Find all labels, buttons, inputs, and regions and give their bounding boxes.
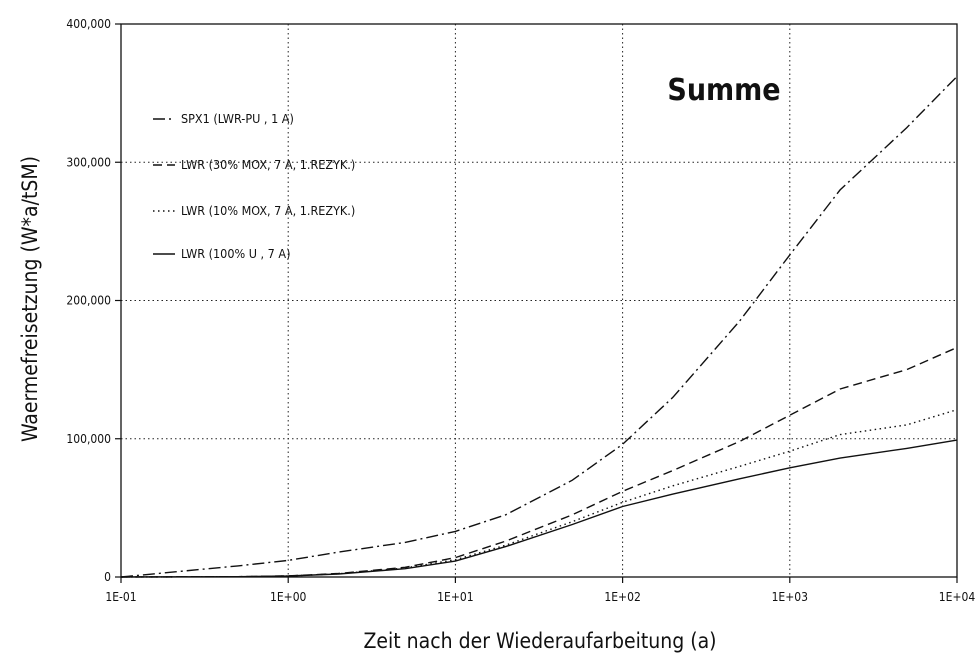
series-line-2: [120, 346, 958, 578]
x-axis-title: Zeit nach der Wiederaufarbeitung (a): [363, 629, 716, 653]
legend-label: SPX1 (LWR-PU , 1 A): [181, 111, 294, 126]
ticks: 1E-01 1E+00 1E+01 1E+02 1E+03 1E+04 0 100,000 20…: [66, 17, 975, 604]
series-layer: [120, 76, 958, 578]
x-tick-label: 1E-01: [105, 590, 136, 604]
legend-label: LWR (30% MOX, 7 A, 1.REZYK.): [181, 157, 355, 172]
y-tick-label: 200,000: [66, 294, 111, 308]
y-tick-label: 0: [104, 570, 111, 584]
x-tick-label: 1E+03: [772, 590, 808, 604]
y-tick-label: 300,000: [66, 155, 111, 169]
x-tick-label: 1E+00: [270, 590, 307, 604]
y-axis-title: Waermefreisetzung (W*a/tSM): [18, 156, 42, 442]
series-line-3: [120, 409, 958, 578]
plot-frame: [120, 23, 958, 578]
series-line-4: [120, 439, 958, 578]
x-tick-label: 1E+04: [939, 590, 976, 604]
x-tick-label: 1E+02: [604, 590, 640, 604]
summe-annotation: Summe: [667, 73, 780, 108]
legend-label: LWR (100% U , 7 A): [181, 246, 290, 261]
legend: SPX1 (LWR-PU , 1 A) LWR (30% MOX, 7 A, 1.…: [153, 111, 355, 261]
grid: [121, 24, 957, 577]
legend-label: LWR (10% MOX, 7 A, 1.REZYK.): [181, 203, 355, 218]
y-tick-label: 100,000: [66, 432, 111, 446]
series-line-1: [120, 76, 958, 578]
x-tick-label: 1E+01: [437, 590, 473, 604]
y-tick-label: 400,000: [66, 17, 111, 31]
